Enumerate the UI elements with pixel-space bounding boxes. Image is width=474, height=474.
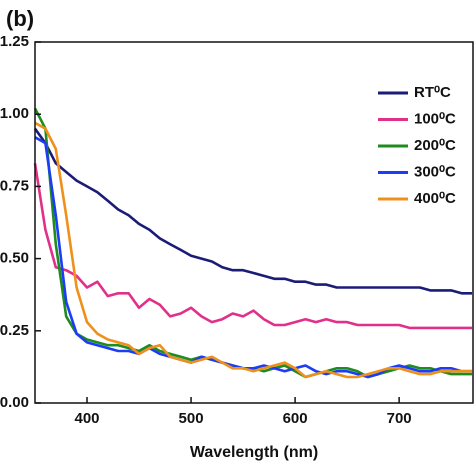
legend-label: 400⁰C xyxy=(414,190,456,207)
y-tick-label: 1.00 xyxy=(0,105,29,122)
panel-label: (b) xyxy=(6,6,34,31)
legend-label: 300⁰C xyxy=(414,163,456,180)
plot-frame xyxy=(34,41,474,404)
legend-label: 100⁰C xyxy=(414,110,456,127)
y-tick-label: 0.75 xyxy=(0,177,29,194)
legend-label: 200⁰C xyxy=(414,137,456,154)
data-line xyxy=(33,163,472,330)
legend-label: RT⁰C xyxy=(414,84,451,101)
x-axis-label: Wavelength (nm) xyxy=(190,444,318,461)
data-line xyxy=(34,121,472,379)
x-tick-label: 700 xyxy=(387,410,412,427)
x-tick-label: 600 xyxy=(283,410,308,427)
y-tick-label: 0.50 xyxy=(0,250,29,267)
data-line xyxy=(34,136,472,379)
y-tick-label: 1.25 xyxy=(0,33,29,50)
y-tick-label: 0.25 xyxy=(0,322,29,339)
y-tick-label: 0.00 xyxy=(0,394,29,411)
x-tick-label: 400 xyxy=(75,410,100,427)
data-line xyxy=(33,127,472,295)
x-tick-label: 500 xyxy=(179,410,204,427)
